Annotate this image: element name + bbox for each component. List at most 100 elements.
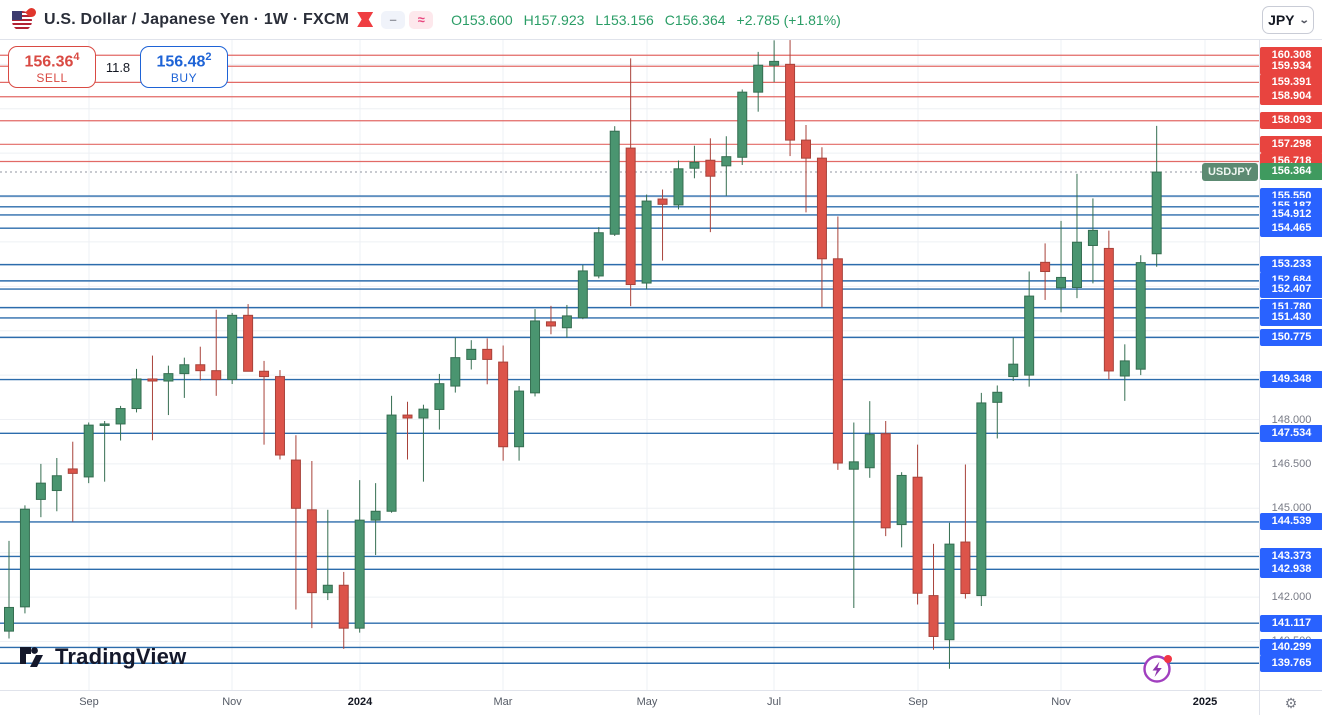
approx-icon[interactable]: ≈ — [409, 10, 434, 29]
support-price-chip[interactable]: 139.765 — [1260, 654, 1322, 672]
candle-body — [83, 424, 94, 478]
sell-price: 156.364 — [24, 50, 80, 71]
chevron-down-icon: ⌄ — [1298, 14, 1310, 26]
spread-value: 11.8 — [96, 59, 140, 75]
current-price-symbol-tag: USDJPY — [1202, 162, 1258, 181]
candle-body — [545, 321, 556, 327]
time-axis-label[interactable]: Sep — [908, 696, 928, 708]
resistance-price-chip[interactable]: 159.934 — [1260, 57, 1322, 75]
candle-body — [466, 348, 477, 360]
tradingview-logo-text: TradingView — [55, 644, 187, 669]
candle-body — [354, 519, 365, 629]
resistance-price-chip[interactable]: 157.298 — [1260, 135, 1322, 153]
time-axis-label[interactable]: 2025 — [1192, 696, 1218, 708]
us-flag-icon[interactable] — [12, 5, 38, 31]
symbol-title[interactable]: U.S. Dollar / Japanese Yen · 1W · FXCM — [44, 10, 350, 28]
minus-icon[interactable]: – — [381, 10, 406, 29]
candle-body — [705, 159, 716, 177]
candle-body — [1151, 171, 1162, 255]
alerts-lightning-icon[interactable] — [1141, 651, 1175, 685]
candle-body — [482, 348, 493, 360]
candle-body — [1040, 261, 1051, 273]
price-axis-label: 148.000 — [1271, 413, 1312, 426]
support-price-chip[interactable]: 147.534 — [1260, 424, 1322, 442]
support-price-chip[interactable]: 142.938 — [1260, 560, 1322, 578]
candle-body — [816, 157, 827, 260]
candle-body — [1071, 241, 1082, 288]
support-price-chip[interactable]: 153.233 — [1260, 256, 1322, 274]
candle-body — [115, 408, 126, 425]
candle-body — [769, 60, 780, 66]
candle-body — [67, 468, 78, 474]
support-price-chip[interactable]: 144.539 — [1260, 513, 1322, 531]
axis-settings-corner[interactable]: ⚙ — [1259, 690, 1322, 715]
ohlc-value: L153.156 — [595, 11, 654, 28]
candle-body — [19, 508, 30, 608]
lightning-icon-svg — [1143, 655, 1172, 683]
candle-body — [1087, 229, 1098, 246]
candle-body — [434, 383, 445, 410]
candlestick-chart[interactable] — [0, 40, 1259, 690]
support-price-chip[interactable]: 151.430 — [1260, 309, 1322, 327]
candle-body — [976, 402, 987, 597]
support-price-chip[interactable]: 152.407 — [1260, 280, 1322, 298]
support-price-chip[interactable]: 154.465 — [1260, 219, 1322, 237]
candle-body — [721, 156, 732, 167]
candle-body — [131, 378, 142, 410]
candle-body — [498, 361, 509, 448]
candle-body — [689, 161, 700, 169]
ohlc-value: O153.600 — [451, 11, 513, 28]
time-axis-label[interactable]: Nov — [1051, 696, 1071, 708]
buy-button[interactable]: 156.482 BUY — [140, 46, 228, 88]
time-axis-label[interactable]: Mar — [493, 696, 513, 708]
ohlc-value: H157.923 — [523, 11, 585, 28]
candle-body — [211, 370, 222, 381]
price-axis[interactable]: 148.000146.500145.000142.000140.500160.3… — [1259, 40, 1322, 690]
fxcm-flag-icon — [357, 12, 374, 27]
current-price-chip[interactable]: 156.364 — [1260, 163, 1322, 181]
candle-body — [785, 63, 796, 141]
candle-body — [609, 130, 620, 235]
time-axis-label[interactable]: 2024 — [347, 696, 373, 708]
sell-label: SELL — [36, 71, 68, 86]
support-price-chip[interactable]: 140.299 — [1260, 638, 1322, 656]
candle-body — [896, 474, 907, 526]
time-axis-label[interactable]: Nov — [222, 696, 242, 708]
candle-body — [625, 147, 636, 286]
resistance-price-chip[interactable]: 159.391 — [1260, 73, 1322, 91]
support-price-chip[interactable]: 150.775 — [1260, 328, 1322, 346]
tradingview-logo[interactable]: TradingView — [20, 644, 186, 670]
candle-body — [657, 198, 668, 205]
currency-dropdown-button[interactable]: JPY ⌄ — [1262, 6, 1314, 34]
candle-body — [1024, 295, 1035, 376]
support-price-chip[interactable]: 141.117 — [1260, 614, 1322, 632]
sell-button[interactable]: 156.364 SELL — [8, 46, 96, 88]
candle-body — [274, 376, 285, 456]
candle-body — [577, 270, 588, 319]
resistance-price-chip[interactable]: 158.093 — [1260, 112, 1322, 130]
buy-price: 156.482 — [156, 50, 212, 71]
time-axis-label[interactable]: Sep — [79, 696, 99, 708]
symbol-toolbar: U.S. Dollar / Japanese Yen · 1W · FXCM –… — [0, 0, 1322, 40]
support-price-chip[interactable]: 149.348 — [1260, 371, 1322, 389]
candle-body — [1135, 262, 1146, 370]
candle-body — [864, 434, 875, 469]
candle-body — [673, 168, 684, 206]
time-axis-label[interactable]: Jul — [766, 696, 782, 708]
candle-body — [259, 370, 270, 378]
candle-body — [290, 459, 301, 509]
candle-body — [179, 364, 190, 375]
candle-body — [35, 482, 46, 500]
candle-body — [338, 584, 349, 629]
candle-body — [801, 139, 811, 159]
time-axis[interactable]: Sep Nov 2024 Mar May Jul Sep Nov 2025 — [0, 690, 1259, 715]
candle-body — [1119, 360, 1130, 377]
candle-body — [322, 584, 333, 594]
support-price-chip[interactable]: 143.373 — [1260, 547, 1322, 565]
support-price-chip[interactable]: 154.912 — [1260, 206, 1322, 224]
ohlc-value: +2.785 (+1.81%) — [736, 11, 841, 28]
time-axis-label[interactable]: May — [636, 696, 658, 708]
candle-body — [4, 606, 14, 632]
resistance-price-chip[interactable]: 158.904 — [1260, 88, 1322, 106]
candle-body — [593, 232, 604, 277]
